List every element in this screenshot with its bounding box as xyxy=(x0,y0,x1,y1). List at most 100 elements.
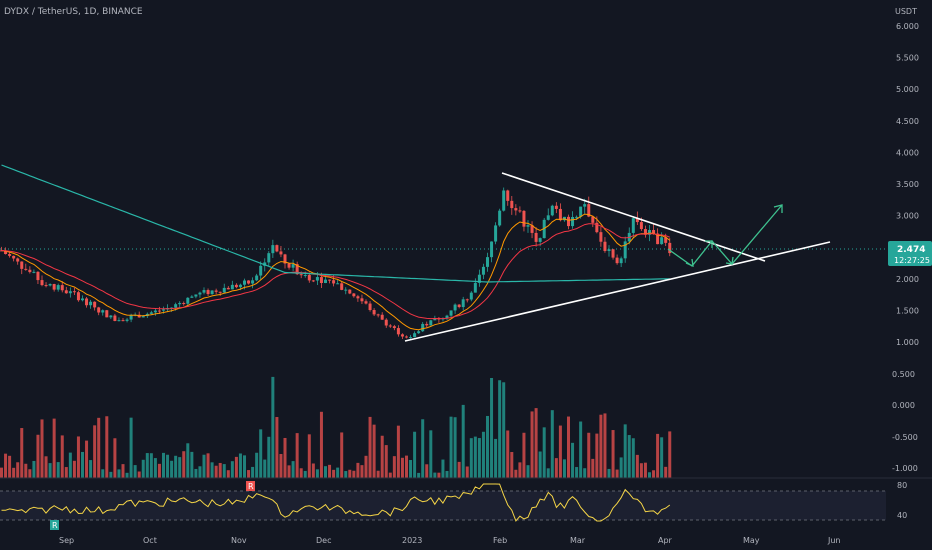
volume-bar xyxy=(28,469,32,478)
volume-bar xyxy=(360,465,364,478)
candle-body xyxy=(380,314,384,320)
volume-bar xyxy=(117,469,121,478)
price-tick-label: 4.500 xyxy=(896,117,919,126)
candle-body xyxy=(263,262,267,266)
candle-body xyxy=(376,314,380,316)
candle-body xyxy=(162,309,165,311)
candle-body xyxy=(457,304,461,308)
candle-body xyxy=(210,290,214,295)
volume-bar xyxy=(8,455,12,478)
volume-bar xyxy=(251,466,255,478)
volume-bar xyxy=(530,411,534,478)
candle-body xyxy=(89,301,93,306)
arrowhead-target xyxy=(773,204,783,213)
time-tick-label: Jun xyxy=(827,536,841,545)
candle-body xyxy=(32,271,36,273)
lower-trendline xyxy=(404,241,831,342)
candle-body xyxy=(105,310,109,318)
candle-body xyxy=(291,264,295,268)
bar-countdown: 12:27:25 xyxy=(894,256,930,265)
candle-body xyxy=(12,255,16,259)
volume-bar xyxy=(145,453,149,478)
time-tick-label: Apr xyxy=(658,536,673,545)
volume-bar xyxy=(587,432,591,478)
candle-body xyxy=(4,250,8,255)
volume-bar xyxy=(380,435,384,478)
volume-bar xyxy=(506,430,510,478)
volume-bar xyxy=(494,438,498,478)
candle-body xyxy=(72,291,76,293)
volume-bar xyxy=(595,433,599,478)
price-tick-label: 6.000 xyxy=(896,22,919,31)
volume-bar xyxy=(307,434,311,478)
candle-body xyxy=(97,307,101,313)
candle-body xyxy=(603,241,607,252)
volume-bar xyxy=(101,469,105,478)
candle-body xyxy=(279,251,283,255)
candle-body xyxy=(396,328,400,335)
volume-bar xyxy=(287,465,291,478)
volume-bar xyxy=(243,455,246,478)
last-price-badge xyxy=(888,241,932,266)
volume-bar xyxy=(247,470,251,478)
volume-bar xyxy=(89,460,93,478)
volume-bar xyxy=(68,452,72,478)
volume-bar xyxy=(652,470,656,478)
volume-bar xyxy=(16,462,20,478)
candle-body xyxy=(554,205,558,209)
candle-body xyxy=(170,307,174,309)
candle-body xyxy=(486,257,489,267)
candle-body xyxy=(206,290,210,295)
volume-bar xyxy=(40,419,44,478)
volume-bar xyxy=(149,453,153,478)
candle-body xyxy=(571,217,575,227)
candle-body xyxy=(619,258,623,264)
candle-body xyxy=(409,337,413,339)
candle-body xyxy=(8,254,12,256)
candle-body xyxy=(24,268,28,270)
candle-body xyxy=(202,290,206,293)
candle-body xyxy=(530,225,534,233)
volume-bar xyxy=(417,472,421,478)
candle-body xyxy=(16,258,20,262)
volume-bars xyxy=(0,376,672,478)
candle-body xyxy=(469,292,473,300)
volume-bar xyxy=(368,416,372,478)
volume-bar xyxy=(473,436,477,478)
volume-bar xyxy=(627,435,631,478)
candle-body xyxy=(417,331,421,334)
volume-bar xyxy=(465,466,469,478)
volume-bar xyxy=(591,458,595,478)
candle-body xyxy=(344,289,348,291)
volume-bar xyxy=(113,438,117,478)
volume-bar xyxy=(226,470,230,478)
candle-body xyxy=(230,284,234,290)
volume-bar xyxy=(567,416,570,478)
volume-bar xyxy=(607,468,611,478)
volume-bar xyxy=(583,468,587,478)
volume-bar xyxy=(303,470,307,478)
volume-bar xyxy=(502,382,506,478)
candle-body xyxy=(178,303,182,305)
upper-trendline xyxy=(501,172,766,262)
volume-bar xyxy=(133,465,137,478)
volume-bar xyxy=(400,457,404,478)
volume-bar xyxy=(445,470,449,478)
volume-bar xyxy=(425,464,429,478)
candle-body xyxy=(498,210,502,226)
candle-body xyxy=(494,225,498,242)
volume-bar xyxy=(457,461,461,478)
volume-bar xyxy=(222,464,226,478)
volume-bar xyxy=(234,456,238,478)
candle-body xyxy=(575,216,579,218)
volume-bar xyxy=(255,452,259,478)
candle-body xyxy=(190,296,194,298)
rsi-band xyxy=(0,491,886,520)
volume-bar xyxy=(48,463,52,478)
volume-bar xyxy=(324,466,327,478)
volume-bar xyxy=(93,425,97,478)
candle-body xyxy=(518,210,522,212)
candle-body xyxy=(48,284,52,286)
volume-bar xyxy=(348,469,352,478)
